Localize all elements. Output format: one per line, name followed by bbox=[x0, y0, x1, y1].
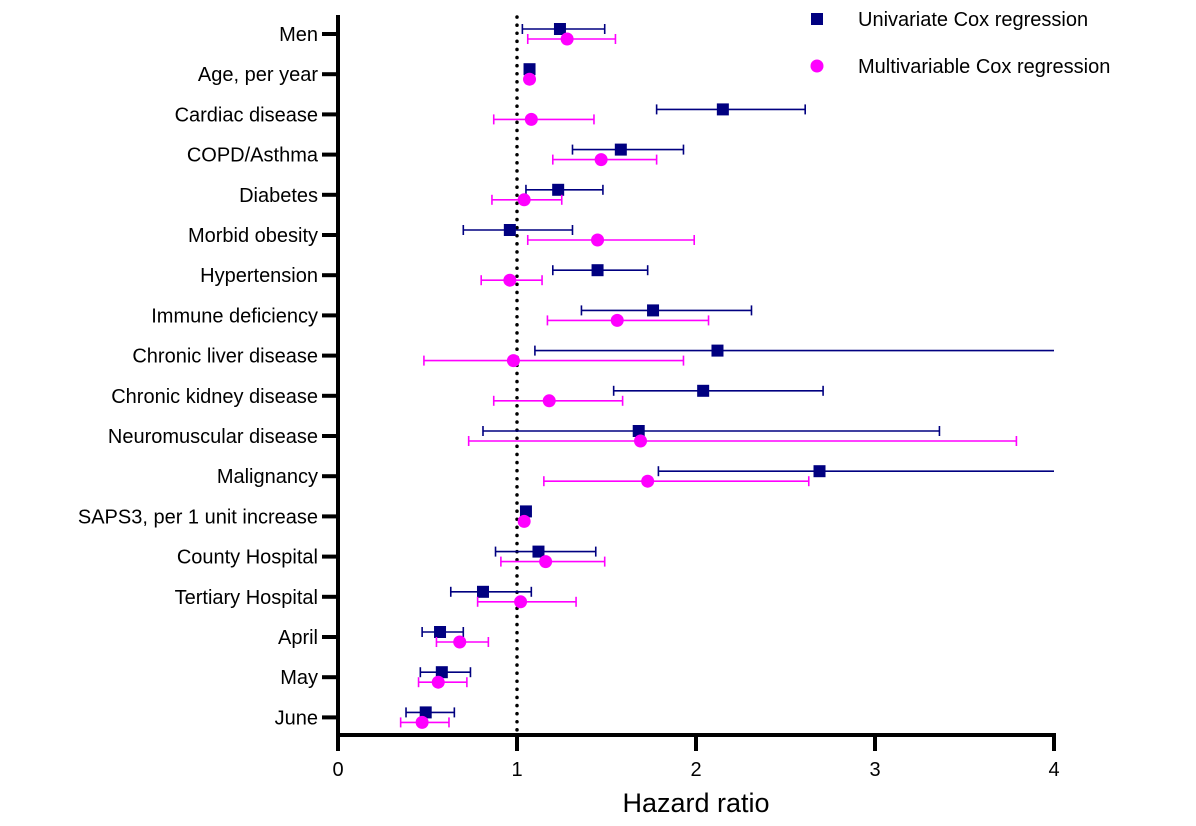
data-point-square bbox=[419, 706, 432, 719]
data-point-circle bbox=[591, 233, 605, 247]
category-label: Hypertension bbox=[200, 265, 318, 287]
data-point-circle bbox=[641, 474, 655, 488]
axes-group bbox=[322, 15, 1056, 751]
data-point-circle bbox=[542, 394, 556, 408]
category-label: SAPS3, per 1 unit increase bbox=[78, 506, 318, 528]
series-univariate bbox=[405, 23, 1054, 719]
data-point-square bbox=[519, 505, 532, 518]
category-label: Chronic kidney disease bbox=[111, 386, 318, 408]
data-point-circle bbox=[517, 514, 531, 528]
data-point-circle bbox=[560, 32, 574, 46]
category-label: Malignancy bbox=[217, 466, 318, 488]
category-label: Immune deficiency bbox=[151, 305, 318, 327]
category-label: May bbox=[280, 667, 318, 689]
data-point-circle bbox=[610, 313, 624, 327]
legend-label: Multivariable Cox regression bbox=[858, 56, 1110, 78]
data-point-square bbox=[532, 545, 545, 558]
category-label: April bbox=[278, 627, 318, 649]
data-point-circle bbox=[524, 112, 538, 126]
legend: Univariate Cox regression Multivariable C… bbox=[810, 9, 1110, 78]
data-point-square bbox=[647, 304, 660, 317]
data-point-circle bbox=[415, 715, 429, 729]
series-multivariable bbox=[399, 32, 1018, 729]
category-label: County Hospital bbox=[177, 547, 318, 569]
category-label: Men bbox=[279, 24, 318, 46]
data-point-circle bbox=[634, 434, 648, 448]
data-point-circle bbox=[523, 72, 537, 86]
x-tick-labels: 0 1 2 3 4 bbox=[332, 759, 1059, 781]
x-axis-title: Hazard ratio bbox=[622, 788, 769, 818]
data-point-circle bbox=[503, 273, 517, 287]
category-label: Neuromuscular disease bbox=[108, 426, 318, 448]
data-point-square bbox=[813, 465, 826, 478]
series-group bbox=[399, 23, 1054, 729]
data-point-square bbox=[553, 23, 566, 35]
x-tick-label: 3 bbox=[869, 759, 880, 781]
data-point-square bbox=[523, 63, 536, 76]
data-point-square bbox=[434, 626, 447, 638]
data-point-circle bbox=[517, 193, 531, 207]
data-point-square bbox=[435, 666, 448, 679]
data-point-circle bbox=[431, 675, 445, 689]
category-label: Tertiary Hospital bbox=[175, 587, 318, 609]
category-label: COPD/Asthma bbox=[187, 145, 319, 167]
category-label: Age, per year bbox=[198, 64, 318, 86]
data-point-circle bbox=[506, 354, 520, 368]
x-tick-label: 4 bbox=[1048, 759, 1059, 781]
legend-marker-square bbox=[811, 13, 823, 25]
legend-marker-circle bbox=[810, 59, 824, 73]
data-point-circle bbox=[539, 555, 553, 569]
category-label: June bbox=[275, 707, 318, 729]
data-point-square bbox=[716, 103, 729, 116]
category-label: Morbid obesity bbox=[188, 225, 318, 247]
data-point-square bbox=[632, 425, 645, 437]
data-point-square bbox=[711, 344, 724, 357]
category-label: Diabetes bbox=[239, 185, 318, 207]
data-point-square bbox=[503, 224, 516, 236]
data-point-circle bbox=[594, 153, 608, 167]
data-point-square bbox=[591, 264, 604, 277]
x-tick-label: 1 bbox=[511, 759, 522, 781]
data-point-square bbox=[614, 143, 627, 156]
legend-label: Univariate Cox regression bbox=[858, 9, 1088, 31]
x-tick-label: 0 bbox=[332, 759, 343, 781]
x-tick-label: 2 bbox=[690, 759, 701, 781]
data-point-square bbox=[697, 384, 710, 397]
data-point-square bbox=[476, 585, 489, 598]
category-labels: Men Age, per year Cardiac disease COPD/Asth… bbox=[78, 24, 319, 729]
category-label: Cardiac disease bbox=[175, 104, 318, 126]
data-point-circle bbox=[514, 595, 528, 609]
data-point-square bbox=[552, 183, 565, 196]
data-point-circle bbox=[453, 635, 467, 649]
category-label: Chronic liver disease bbox=[132, 346, 318, 368]
